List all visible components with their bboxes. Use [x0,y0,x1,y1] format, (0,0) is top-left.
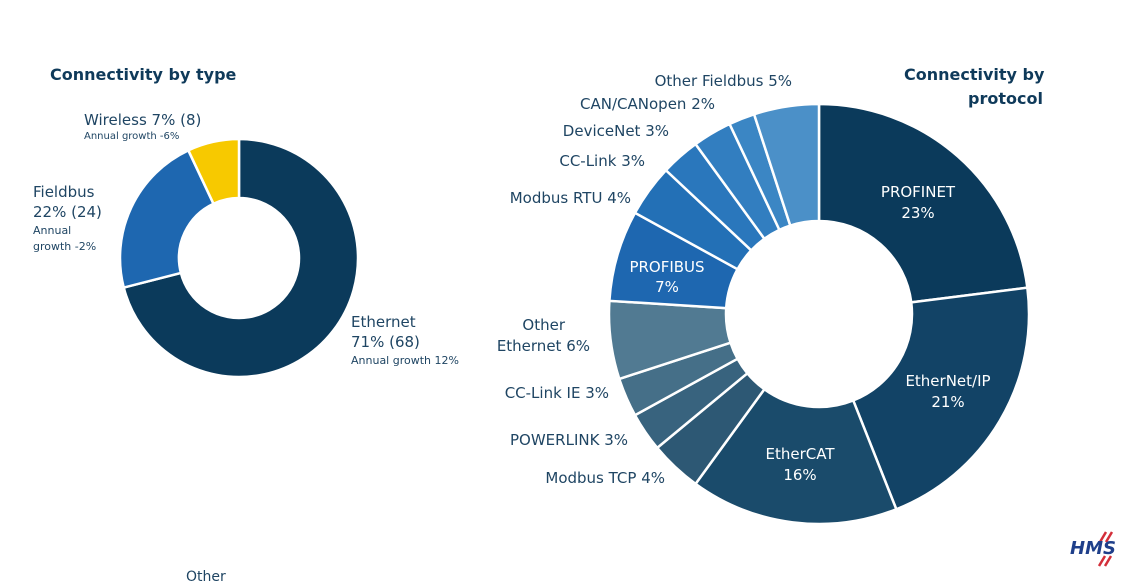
type-slice-ethernet [122,137,360,379]
label-other-ethernet-1: Other [522,316,565,334]
label-other-fieldbus: Other Fieldbus 5% [655,72,792,90]
label-ethernet-name: Ethernet [351,313,416,331]
label-profinet-name: PROFINET [881,183,956,201]
type-slice-wireless [186,137,241,206]
label-profinet-pct: 23% [901,204,934,222]
label-can-canopen: CAN/CANopen 2% [580,95,715,113]
protocol-slice-ethercat [693,387,898,526]
hms-logo-text: HMS [1070,538,1116,559]
label-other-ethernet-2: Ethernet 6% [497,337,590,355]
label-wireless-growth: Annual growth -6% [84,131,179,142]
donut-chart-type [118,137,360,379]
label-fieldbus-growth-1: Annual [33,224,71,237]
label-ethernetip-pct: 21% [931,393,964,411]
label-fieldbus-name: Fieldbus [33,183,95,201]
label-profibus-name: PROFIBUS [629,258,704,276]
chart-title-protocol-line2: protocol [968,89,1043,108]
protocol-slice-profinet [817,102,1029,304]
hms-logo: HMS [1070,531,1116,567]
label-cc-link: CC-Link 3% [559,152,645,170]
label-fieldbus-growth-2: growth -2% [33,240,96,253]
protocol-slice-ethernet-ip [851,286,1031,511]
label-modbus-tcp: Modbus TCP 4% [545,469,665,487]
label-ethernet-value: 71% (68) [351,333,420,351]
chart-title-protocol-line1: Connectivity by [904,65,1045,84]
chart-title-type: Connectivity by type [50,65,237,84]
donut-chart-protocol [607,102,1031,526]
type-slice-fieldbus [118,148,216,290]
label-ethercat-name: EtherCAT [766,445,836,463]
label-powerlink: POWERLINK 3% [510,431,628,449]
label-ethernetip-name: EtherNet/IP [905,372,990,390]
protocol-slice-other-fieldbus [752,102,821,228]
footer-cut-text: Other [186,569,226,585]
label-wireless: Wireless 7% (8) [84,111,201,129]
label-modbus-rtu: Modbus RTU 4% [510,189,631,207]
label-ethernet-growth: Annual growth 12% [351,354,459,367]
label-devicenet: DeviceNet 3% [563,122,669,140]
label-profibus-pct: 7% [655,278,679,296]
label-ethercat-pct: 16% [783,466,816,484]
label-fieldbus-value: 22% (24) [33,203,102,221]
label-cc-link-ie: CC-Link IE 3% [505,384,609,402]
